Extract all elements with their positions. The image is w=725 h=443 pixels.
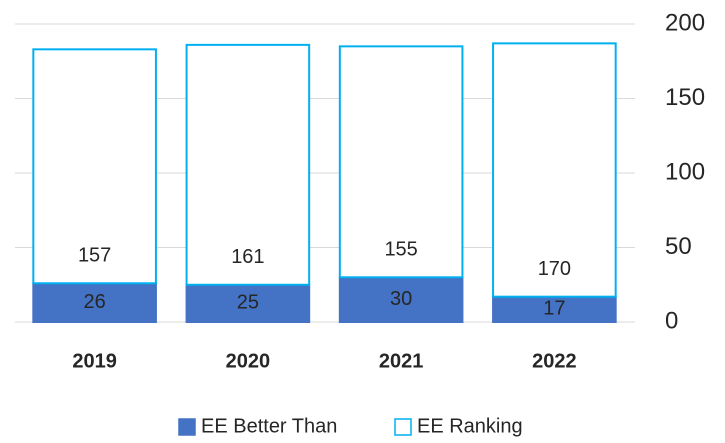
x-tick-label: 2022 — [532, 350, 577, 372]
x-tick-label: 2021 — [379, 350, 424, 372]
bar-segment — [32, 282, 157, 324]
y-tick-label: 200 — [665, 9, 705, 36]
legend-swatch — [178, 418, 196, 436]
data-label: 155 — [384, 239, 417, 261]
bar-segment — [32, 48, 157, 285]
legend-swatch — [394, 418, 412, 436]
bar-segment — [338, 45, 464, 279]
data-label: 157 — [78, 245, 111, 267]
y-tick-label: 50 — [665, 233, 692, 260]
bar-segment — [492, 42, 617, 298]
y-tick-label: 150 — [665, 84, 705, 111]
data-label: 25 — [237, 292, 259, 314]
y-tick-label: 100 — [665, 158, 705, 185]
bar-segment — [185, 43, 311, 286]
data-label: 17 — [543, 298, 565, 320]
data-label: 170 — [538, 258, 571, 280]
data-label: 26 — [84, 291, 106, 313]
y-tick-label: 0 — [665, 307, 678, 334]
x-tick-label: 2019 — [72, 350, 117, 372]
data-label: 30 — [390, 288, 412, 310]
legend-label: EE Better Than — [201, 415, 337, 437]
legend-label: EE Ranking — [417, 415, 523, 437]
data-label: 161 — [231, 246, 264, 268]
x-tick-label: 2020 — [226, 350, 271, 372]
